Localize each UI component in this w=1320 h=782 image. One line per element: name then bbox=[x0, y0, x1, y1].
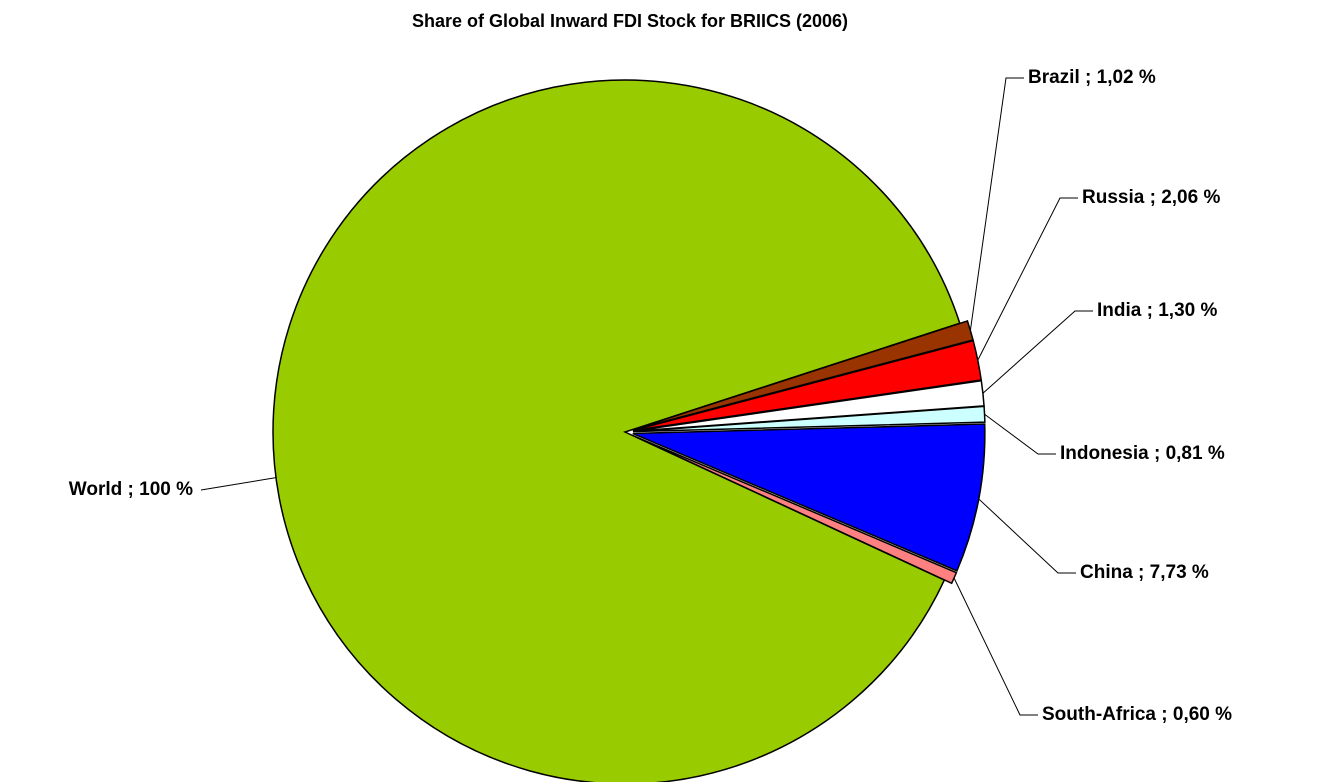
leader-line bbox=[969, 77, 1024, 331]
data-label: South-Africa ; 0,60 % bbox=[1042, 704, 1232, 725]
data-label: Indonesia ; 0,81 % bbox=[1060, 443, 1225, 464]
data-label: Brazil ; 1,02 % bbox=[1028, 67, 1156, 88]
leader-line bbox=[977, 197, 1078, 361]
leader-line bbox=[984, 413, 1056, 455]
leader-line bbox=[978, 498, 1076, 574]
leader-line bbox=[953, 577, 1038, 716]
pie-slice bbox=[632, 423, 986, 572]
data-label: World ; 100 % bbox=[69, 479, 193, 500]
chart-title: Share of Global Inward FDI Stock for BRI… bbox=[412, 11, 848, 31]
pie-slice bbox=[272, 79, 961, 782]
leader-line bbox=[200, 477, 277, 491]
data-label: Russia ; 2,06 % bbox=[1082, 187, 1220, 208]
leader-line bbox=[982, 310, 1093, 394]
data-label: China ; 7,73 % bbox=[1080, 562, 1209, 583]
data-label: India ; 1,30 % bbox=[1097, 300, 1217, 321]
